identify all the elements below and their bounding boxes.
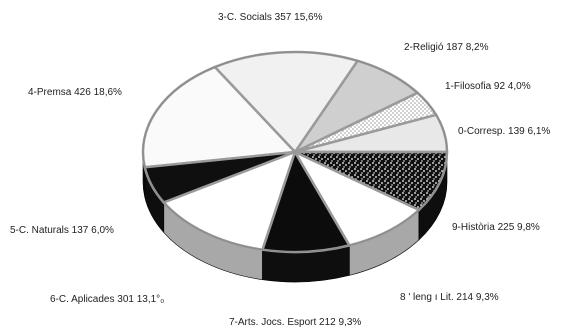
slice-label-4: 4-Premsa 426 18,6%	[28, 87, 122, 98]
slice-label-2: 2-Religió 187 8,2%	[404, 42, 489, 53]
pie-outline	[142, 51, 448, 253]
slice-label-7: 7-Arts. Jocs. Esport 212 9,3%	[229, 317, 362, 328]
slice-label-9: 9-Història 225 9,8%	[452, 222, 540, 233]
slice-label-3: 3-C. Socials 357 15,6%	[218, 12, 323, 23]
slice-label-6: 6-C. Aplicades 301 13,1°₀	[50, 294, 165, 305]
slice-label-1: 1-Filosofia 92 4,0%	[445, 81, 531, 92]
pie-slices	[141, 50, 449, 254]
slice-label-8: 8 ' leng ı Lit. 214 9,3%	[400, 292, 499, 303]
slice-label-5: 5-C. Naturals 137 6,0%	[10, 225, 114, 236]
slice-label-0: 0-Corresp. 139 6,1%	[458, 126, 551, 137]
